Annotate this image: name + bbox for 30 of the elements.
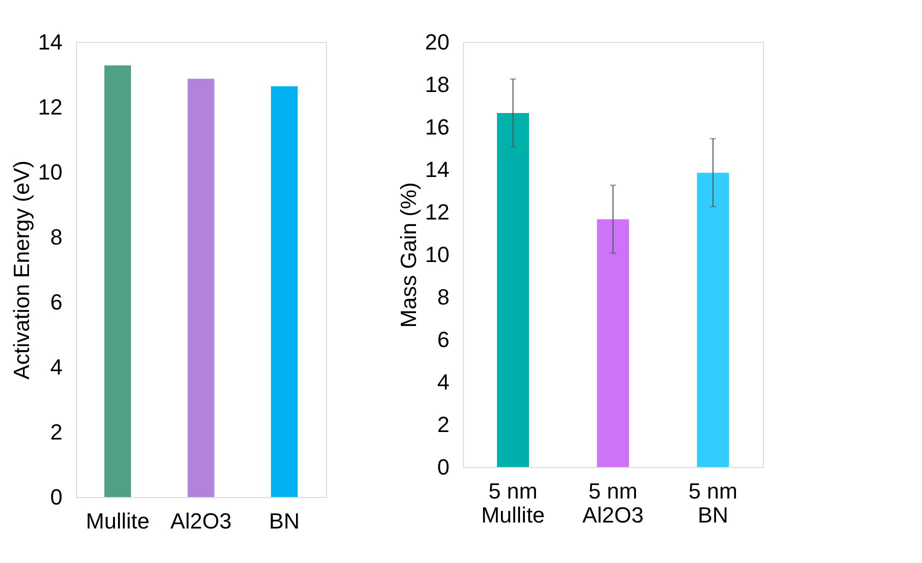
y-tick-label: 8	[50, 224, 62, 250]
x-tick-label: 5 nm Mullite	[481, 478, 545, 528]
y-tick-label: 4	[437, 370, 450, 394]
y-tick-label: 14	[425, 157, 450, 182]
y-tick-label: 10	[425, 242, 450, 267]
y-tick-label: 14	[38, 30, 62, 54]
y-axis-title: Mass Gain (%)	[396, 182, 422, 328]
y-tick-label: 16	[425, 114, 450, 140]
y-tick-label: 6	[50, 290, 62, 314]
y-tick-label: 20	[425, 30, 450, 54]
x-tick-label: Al2O3	[170, 508, 232, 534]
bar	[697, 172, 729, 467]
bar	[597, 219, 629, 467]
y-axis-title: Activation Energy (eV)	[9, 160, 34, 380]
y-tick-label: 0	[50, 484, 62, 510]
y-tick-label: 8	[437, 284, 450, 310]
y-tick-label: 18	[425, 72, 450, 97]
x-tick-label: BN	[269, 508, 300, 534]
x-tick-label: 5 nm BN	[688, 478, 738, 528]
y-tick-label: 10	[38, 160, 62, 184]
y-tick-label: 0	[437, 454, 450, 480]
y-tick-label: 12	[425, 200, 450, 224]
y-tick-label: 2	[437, 412, 450, 437]
bar	[497, 112, 529, 467]
y-tick-label: 4	[50, 354, 62, 380]
y-tick-label: 2	[50, 420, 62, 444]
x-tick-label: 5 nm Al2O3	[582, 478, 644, 528]
y-tick-label: 6	[437, 327, 450, 352]
y-tick-label: 12	[38, 94, 62, 120]
x-tick-label: Mullite	[86, 508, 150, 534]
